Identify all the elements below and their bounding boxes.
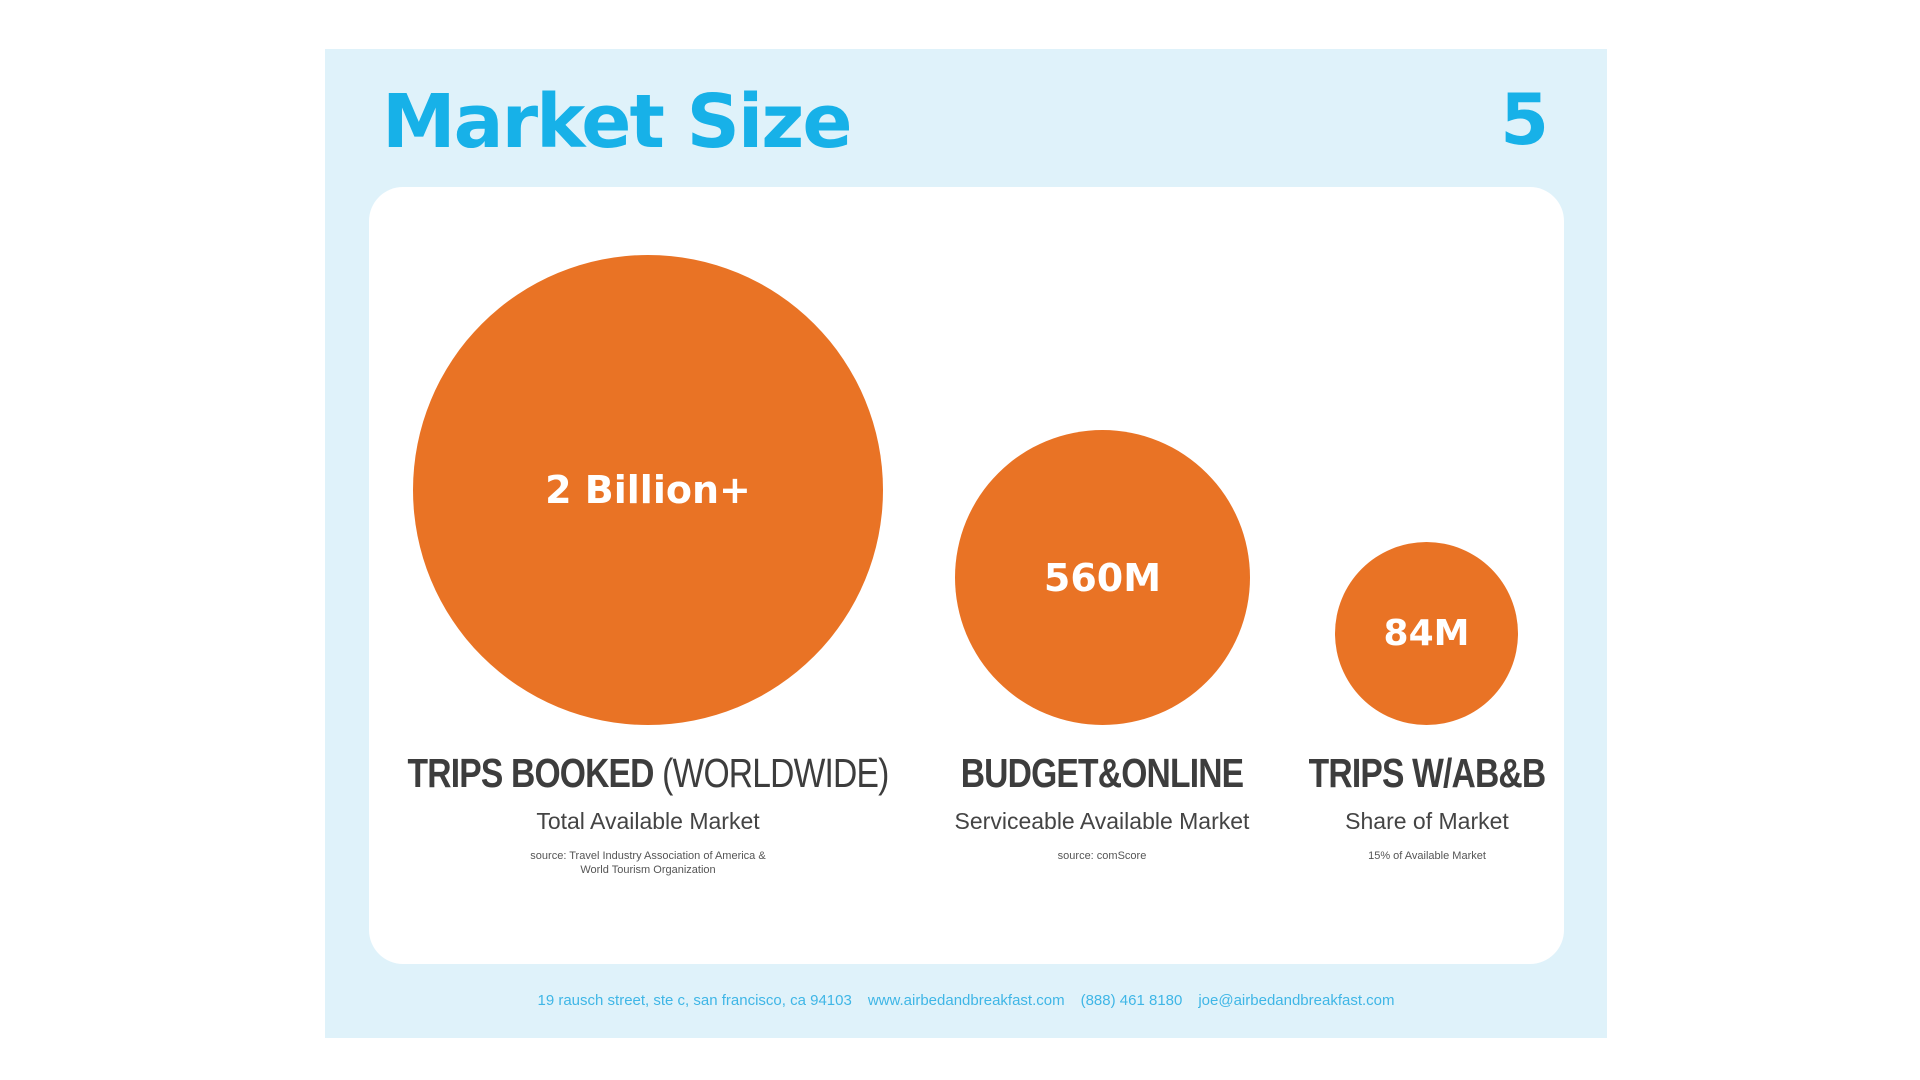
tam-source-line2: World Tourism Organization [580, 864, 716, 876]
slide: Market Size 5 2 Billion+ TRIPS BOOKED (W… [325, 49, 1607, 1038]
sam-value: 560M [1043, 555, 1162, 600]
som-circle: 84M [1335, 542, 1518, 725]
tam-heading-light: (WORLDWIDE) [653, 750, 889, 796]
footer-email[interactable]: joe@airbedandbreakfast.com [1198, 992, 1395, 1009]
som-source-line1: 15% of Available Market [1368, 850, 1486, 862]
sam-source: source: comScore [930, 849, 1275, 863]
footer-address: 19 rausch street, ste c, san francisco, … [537, 992, 852, 1009]
som-source: 15% of Available Market [1283, 849, 1572, 863]
sam-heading-bold: BUDGET&ONLINE [960, 750, 1244, 796]
sam-source-line1: source: comScore [1057, 850, 1147, 862]
content-panel: 2 Billion+ TRIPS BOOKED (WORLDWIDE) Tota… [369, 187, 1564, 964]
sam-heading: BUDGET&ONLINE [961, 749, 1244, 797]
tam-circle: 2 Billion+ [413, 255, 883, 725]
footer-website[interactable]: www.airbedandbreakfast.com [867, 992, 1065, 1009]
tam-source-line1: source: Travel Industry Association of A… [530, 850, 766, 862]
tam-subheading: Total Available Market [536, 808, 760, 834]
footer-phone: (888) 461 8180 [1080, 992, 1183, 1009]
tam-value: 2 Billion+ [545, 468, 751, 512]
page-number: 5 [1500, 79, 1549, 161]
som-caption: TRIPS W/AB&B Share of Market 15% of Avai… [1283, 749, 1572, 863]
som-subheading: Share of Market [1345, 808, 1509, 834]
tam-heading: TRIPS BOOKED (WORLDWIDE) [407, 749, 890, 797]
slide-title: Market Size [382, 79, 853, 165]
footer-contact: 19 rausch street, ste c, san francisco, … [325, 992, 1607, 1009]
tam-heading-bold: TRIPS BOOKED [407, 750, 655, 796]
som-value: 84M [1383, 613, 1470, 654]
tam-source: source: Travel Industry Association of A… [355, 849, 941, 877]
sam-circle: 560M [955, 430, 1250, 725]
som-heading-bold: TRIPS W/AB&B [1308, 750, 1547, 796]
sam-subheading: Serviceable Available Market [954, 808, 1250, 834]
sam-caption: BUDGET&ONLINE Serviceable Available Mark… [930, 749, 1275, 863]
tam-caption: TRIPS BOOKED (WORLDWIDE) Total Available… [355, 749, 941, 877]
som-heading: TRIPS W/AB&B [1308, 749, 1547, 797]
